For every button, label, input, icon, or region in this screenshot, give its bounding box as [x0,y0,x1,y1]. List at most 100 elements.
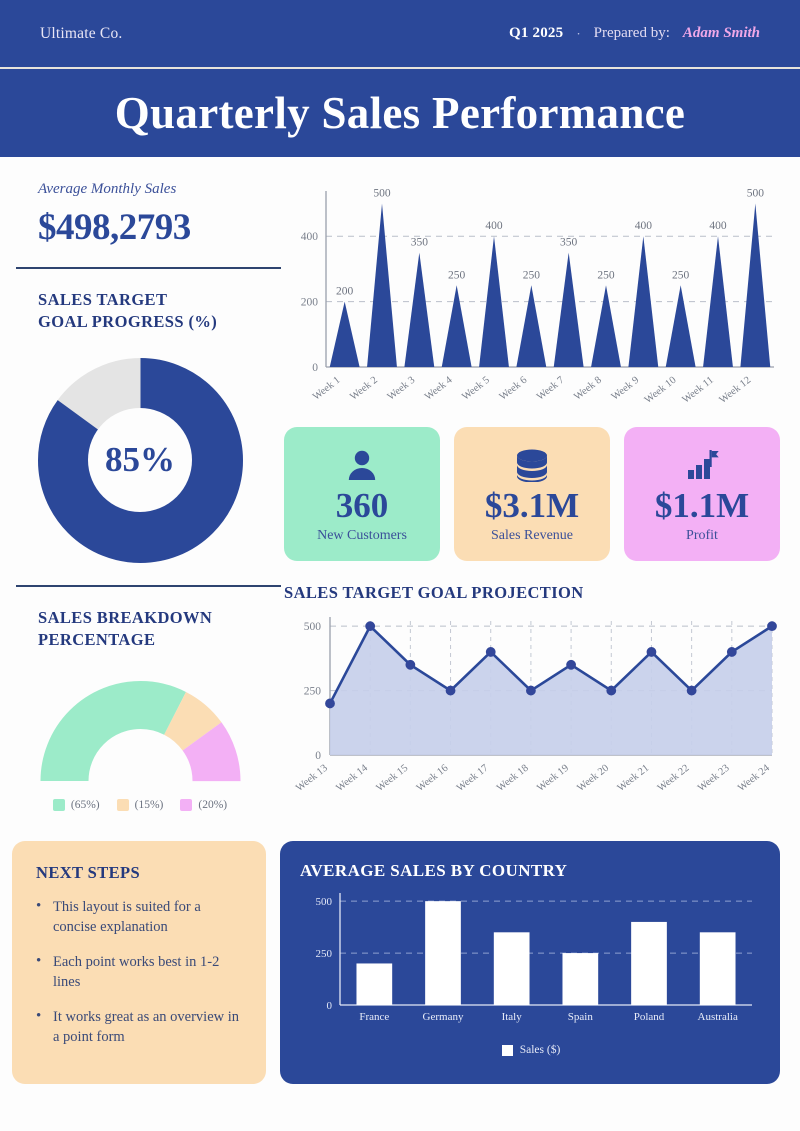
kpi-card-sales-revenue[interactable]: $3.1M Sales Revenue [454,427,610,561]
legend-label-orange: (15%) [134,799,164,812]
legend-swatch-green [52,799,65,812]
country-chart-card: AVERAGE SALES BY COUNTRY 0 250 500 France Ge… [280,841,780,1085]
legend-swatch-pink [180,799,193,812]
legend-label-green: (65%) [70,799,100,812]
svg-text:Week 16: Week 16 [415,762,451,793]
left-column: Average Monthly Sales $498,2793 SALES TA… [0,157,281,829]
goal-progress-percent: 85% [105,440,175,480]
spike-chart-svg: 0 200 400 200 Week 1 500 Week 2 350 Week 3 250 Wee… [301,188,774,406]
spike-bar [479,236,509,367]
svg-text:500: 500 [304,621,322,633]
country-chart-svg: 0 250 500 France Germany Italy Spain Poland Aust… [316,893,752,1023]
country-bar [356,963,393,1006]
svg-text:Week 13: Week 13 [294,762,330,793]
legend-item-orange: (15%) [116,799,164,812]
svg-text:500: 500 [316,896,333,908]
next-steps-title: NEXT STEPS [36,863,141,883]
legend-item-pink: (20%) [180,799,227,812]
page-title: Quarterly Sales Performance [114,88,686,138]
svg-text:200: 200 [301,297,319,309]
svg-text:400: 400 [709,220,727,232]
country-bar [425,901,461,1006]
spike-bar [404,252,435,367]
projection-chart-block: SALES TARGET GOAL PROJECTION 0 250 500 Week… [280,561,800,817]
svg-text:Spain: Spain [568,1011,594,1023]
svg-text:Week 8: Week 8 [572,375,604,403]
svg-text:250: 250 [597,269,615,281]
svg-text:Week 2: Week 2 [348,375,380,403]
svg-text:Week 9: Week 9 [610,375,642,403]
svg-text:Week 11: Week 11 [680,375,715,406]
svg-text:250: 250 [304,685,322,697]
breakdown-title-line2: PERCENTAGE [38,629,156,649]
svg-text:0: 0 [315,750,321,762]
gauge-segment-pink [40,681,240,786]
person-icon [290,446,434,484]
svg-text:Germany: Germany [423,1011,464,1023]
svg-text:Week 5: Week 5 [460,375,492,403]
svg-text:0: 0 [312,362,318,374]
svg-text:350: 350 [411,237,429,249]
svg-text:250: 250 [672,269,690,281]
projection-title: SALES TARGET GOAL PROJECTION [284,582,584,602]
svg-text:Italy: Italy [502,1011,523,1023]
donut-value-arc [37,357,243,563]
kpi-card-row: 360 New Customers $3.1M Sales Revenue [280,419,800,561]
spike-bar [740,203,771,367]
data-point [566,659,576,670]
kpi-card-profit[interactable]: $1.1M Profit [624,427,780,561]
meta-separator: · [576,25,581,41]
svg-text:400: 400 [485,220,503,232]
breakdown-legend: (65%) (15%) (20%) [16,789,264,829]
prepared-by-label: Prepared by: [593,25,670,41]
svg-text:Week 14: Week 14 [334,762,370,794]
spike-bar [367,203,397,367]
next-steps-list: This layout is suited for a concise expl… [36,896,244,1047]
data-point [767,621,777,631]
data-point [485,646,496,657]
goal-progress-title-line2: GOAL PROGRESS (%) [38,312,218,332]
database-icon [460,446,604,484]
kpi-card-new-customers[interactable]: 360 New Customers [284,427,440,561]
average-monthly-sales-label: Average Monthly Sales [38,181,177,197]
weekly-sales-spike-chart: 0 200 400 200 Week 1 500 Week 2 350 Week 3 250 Wee… [280,157,800,419]
donut-svg [37,357,243,563]
spike-bar [441,285,472,367]
svg-text:400: 400 [301,231,319,243]
kpi-value-sales-revenue: $3.1M [484,486,580,525]
data-point [325,698,335,709]
data-point [606,685,617,696]
list-item: This layout is suited for a concise expl… [36,896,244,937]
title-bar: Quarterly Sales Performance [0,69,800,157]
svg-text:Week 7: Week 7 [535,375,567,403]
trend-line [328,623,773,704]
spike-bar [628,236,659,367]
svg-text:400: 400 [635,220,653,232]
main-content: Average Monthly Sales $498,2793 SALES TA… [0,157,800,829]
spike-bar [591,285,621,367]
author-name: Adam Smith [682,25,760,41]
svg-text:Week 10: Week 10 [643,375,679,406]
data-point [405,659,416,670]
divider-1 [16,267,281,269]
quarter-label: Q1 2025 [508,25,564,41]
svg-text:0: 0 [327,1000,333,1012]
svg-text:Week 23: Week 23 [696,762,732,793]
breakdown-title: SALES BREAKDOWN PERCENTAGE [38,607,242,652]
divider-2 [16,584,281,587]
svg-text:Week 18: Week 18 [495,762,531,793]
country-chart-legend: Sales ($) [300,1044,762,1056]
kpi-value-profit: $1.1M [654,486,750,525]
spike-bar [553,252,584,367]
svg-text:Week 21: Week 21 [616,762,652,793]
country-bar [699,932,736,1006]
data-point [686,685,697,696]
country-chart-title: AVERAGE SALES BY COUNTRY [300,861,568,881]
list-item: Each point works best in 1-2 lines [36,951,244,992]
svg-text:200: 200 [336,286,354,298]
kpi-value-new-customers: 360 [335,486,389,525]
svg-text:Week 4: Week 4 [423,374,455,403]
spike-bar [329,301,360,367]
svg-text:Poland: Poland [634,1011,665,1023]
